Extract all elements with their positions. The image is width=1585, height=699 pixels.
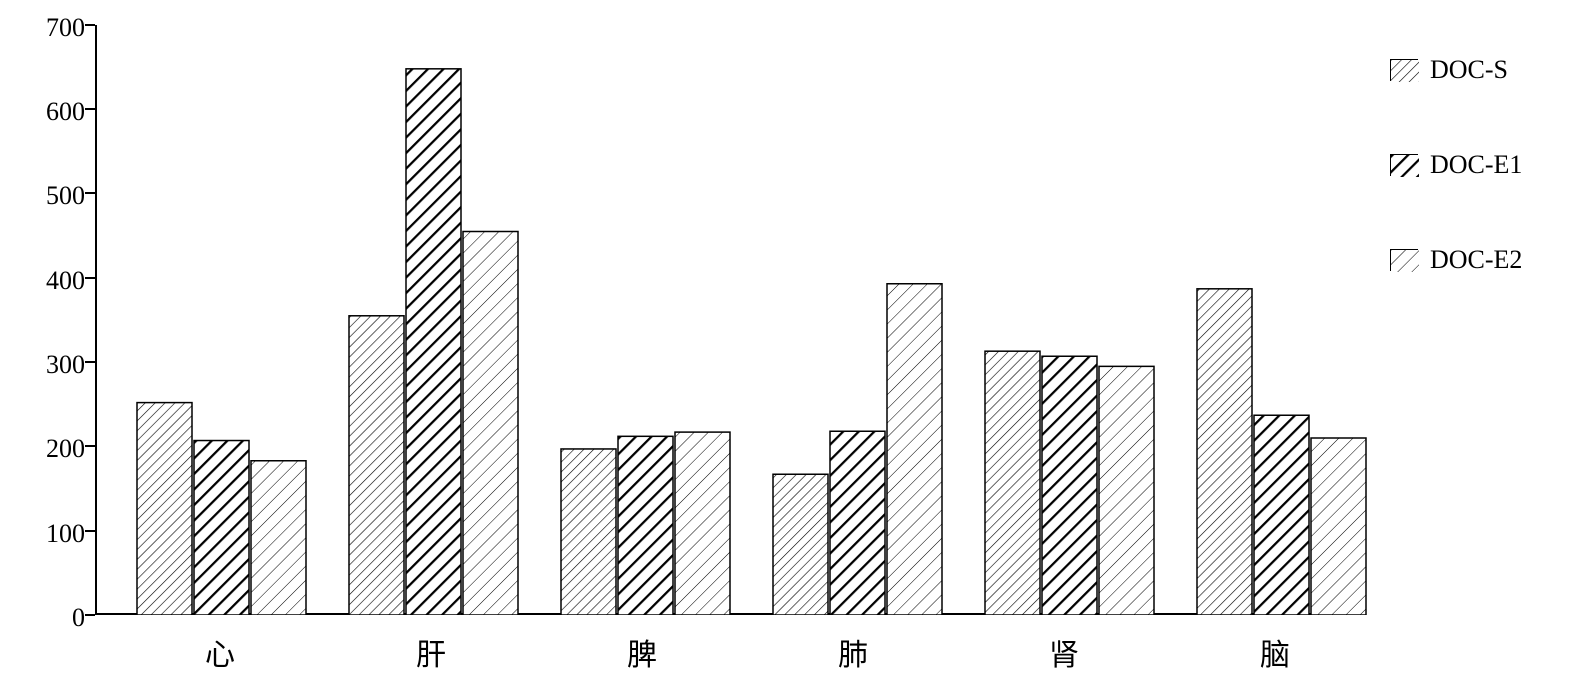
legend-label: DOC-E2 bbox=[1430, 245, 1522, 275]
legend-item: DOC-S bbox=[1390, 55, 1565, 85]
bar bbox=[773, 474, 828, 615]
y-tick-mark bbox=[85, 445, 95, 447]
legend-swatch-doc-e1 bbox=[1390, 154, 1418, 176]
legend-item: DOC-E2 bbox=[1390, 245, 1565, 275]
x-category-label: 肝 bbox=[401, 630, 461, 674]
bar bbox=[830, 431, 885, 615]
y-tick-mark bbox=[85, 277, 95, 279]
bar bbox=[1042, 356, 1097, 615]
bar bbox=[251, 461, 306, 615]
y-tick-label: 500 bbox=[15, 181, 85, 211]
legend-item: DOC-E1 bbox=[1390, 150, 1565, 180]
legend-label: DOC-E1 bbox=[1430, 150, 1522, 180]
bar bbox=[463, 232, 518, 616]
bar bbox=[561, 449, 616, 615]
bars-layer bbox=[97, 25, 1367, 615]
y-tick-label: 400 bbox=[15, 266, 85, 296]
y-tick-mark bbox=[85, 192, 95, 194]
x-category-label: 肺 bbox=[823, 630, 883, 674]
y-tick-label: 600 bbox=[15, 97, 85, 127]
x-category-label: 脑 bbox=[1245, 630, 1305, 674]
bar bbox=[194, 441, 249, 615]
bar bbox=[1254, 415, 1309, 615]
y-tick-label: 300 bbox=[15, 350, 85, 380]
bar bbox=[349, 316, 404, 615]
legend-swatch-doc-e2 bbox=[1390, 249, 1418, 271]
bar bbox=[1311, 438, 1366, 615]
y-tick-label: 100 bbox=[15, 519, 85, 549]
legend-swatch-doc-s bbox=[1390, 59, 1418, 81]
bar-chart: 0 100 200 300 400 500 600 700 心 肝 脾 肺 肾 … bbox=[0, 0, 1585, 699]
y-tick-label: 0 bbox=[15, 603, 85, 633]
bar bbox=[1099, 366, 1154, 615]
legend: DOC-S DOC-E1 DOC-E2 bbox=[1390, 55, 1565, 340]
y-tick-label: 700 bbox=[15, 13, 85, 43]
y-tick-mark bbox=[85, 361, 95, 363]
bar bbox=[985, 351, 1040, 615]
bar bbox=[675, 432, 730, 615]
bar bbox=[406, 69, 461, 615]
x-category-label: 心 bbox=[190, 630, 250, 674]
y-tick-mark bbox=[85, 24, 95, 26]
bar bbox=[618, 436, 673, 615]
y-tick-mark bbox=[85, 530, 95, 532]
y-tick-mark bbox=[85, 614, 95, 616]
bar bbox=[1197, 289, 1252, 615]
x-category-label: 肾 bbox=[1034, 630, 1094, 674]
bar bbox=[137, 403, 192, 615]
x-category-label: 脾 bbox=[612, 630, 672, 674]
plot-area bbox=[95, 25, 1365, 615]
y-tick-label: 200 bbox=[15, 434, 85, 464]
bar bbox=[887, 284, 942, 615]
y-tick-mark bbox=[85, 108, 95, 110]
legend-label: DOC-S bbox=[1430, 55, 1508, 85]
